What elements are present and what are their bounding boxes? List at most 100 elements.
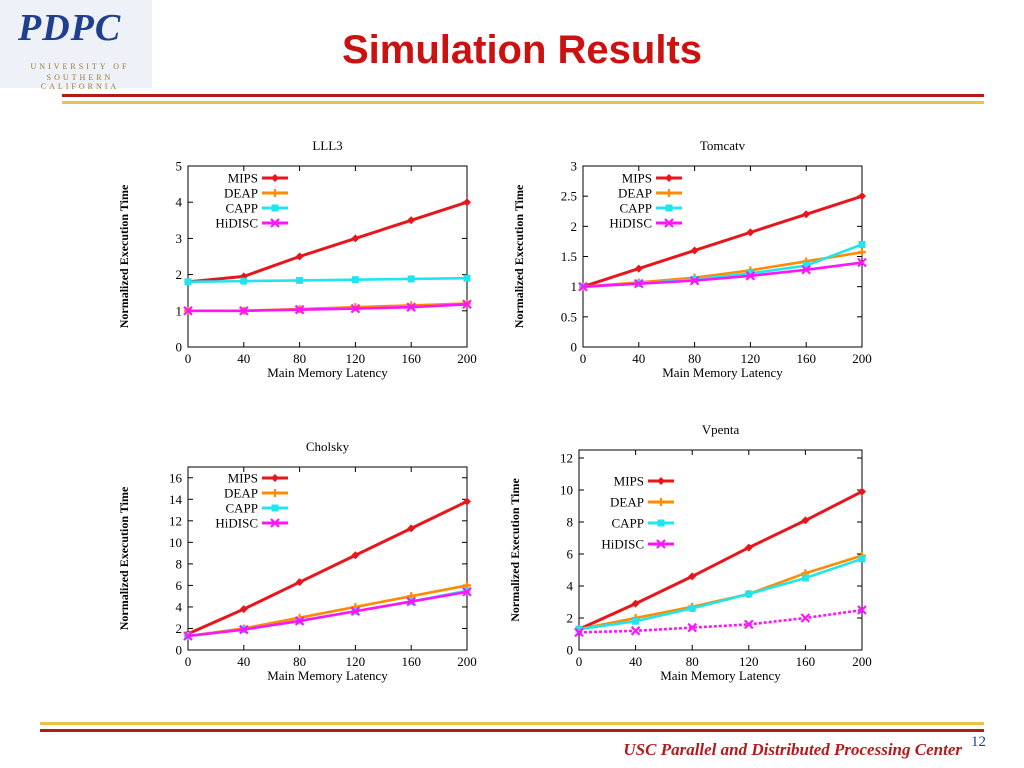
y-tick-label: 14 bbox=[169, 492, 183, 507]
series-line-hidisc bbox=[188, 302, 468, 313]
y-tick-label: 12 bbox=[560, 451, 573, 466]
series-line-deap bbox=[582, 250, 863, 288]
data-point-hidisc bbox=[350, 606, 361, 617]
data-point-capp bbox=[184, 278, 192, 286]
x-tick-label: 40 bbox=[632, 351, 645, 366]
data-point-mips bbox=[688, 572, 697, 581]
data-point-hidisc bbox=[744, 619, 754, 630]
data-point-hidisc bbox=[574, 627, 584, 638]
y-tick-label: 3 bbox=[571, 159, 578, 174]
legend-marker-capp bbox=[271, 204, 279, 212]
x-tick-label: 120 bbox=[346, 351, 366, 366]
legend-marker-hidisc bbox=[270, 218, 280, 228]
data-point-capp bbox=[632, 617, 640, 625]
data-point-capp bbox=[240, 277, 248, 285]
data-point-hidisc bbox=[634, 278, 644, 289]
x-tick-label: 80 bbox=[293, 654, 306, 669]
legend-label-capp: CAPP bbox=[611, 516, 644, 531]
data-point-deap bbox=[858, 248, 866, 257]
data-point-hidisc bbox=[630, 626, 641, 636]
data-point-capp bbox=[351, 276, 359, 284]
y-tick-label: 8 bbox=[567, 515, 574, 530]
x-tick-label: 160 bbox=[796, 351, 816, 366]
data-point-capp bbox=[801, 574, 809, 582]
data-point-hidisc bbox=[689, 275, 700, 286]
data-point-hidisc bbox=[239, 624, 249, 635]
slide-title: Simulation Results bbox=[341, 28, 703, 72]
legend-label-mips: MIPS bbox=[228, 471, 258, 486]
data-point-hidisc bbox=[183, 631, 193, 641]
legend-marker-mips bbox=[665, 174, 673, 182]
data-point-hidisc bbox=[745, 271, 756, 281]
data-point-mips bbox=[463, 497, 471, 506]
data-point-mips bbox=[631, 599, 640, 608]
chart-title: Vpenta bbox=[702, 422, 740, 437]
x-tick-label: 200 bbox=[852, 654, 872, 669]
data-point-mips bbox=[295, 578, 304, 587]
x-axis-label: Main Memory Latency bbox=[267, 365, 388, 380]
x-axis-label: Main Memory Latency bbox=[267, 668, 388, 683]
data-point-hidisc bbox=[239, 306, 249, 316]
x-tick-label: 80 bbox=[686, 654, 699, 669]
plot-frame bbox=[187, 165, 468, 348]
y-tick-label: 0 bbox=[571, 340, 578, 355]
legend-marker-deap bbox=[271, 489, 279, 497]
data-point-capp bbox=[463, 274, 471, 282]
chart-title: Cholsky bbox=[306, 439, 350, 454]
pdpc-logo: PDPC UNIVERSITY OF SOUTHERN CALIFORNIA bbox=[0, 0, 152, 91]
plot-frame bbox=[578, 449, 863, 651]
data-point-mips bbox=[744, 543, 753, 552]
data-point-mips bbox=[634, 264, 643, 273]
data-point-hidisc bbox=[350, 303, 361, 314]
y-tick-label: 2 bbox=[571, 219, 578, 234]
data-point-mips bbox=[407, 216, 416, 225]
series-line-mips bbox=[582, 194, 863, 289]
y-tick-label: 2.5 bbox=[561, 189, 577, 204]
y-tick-label: 0 bbox=[176, 340, 183, 355]
y-tick-label: 8 bbox=[176, 556, 183, 571]
plot-frame bbox=[187, 466, 468, 651]
x-tick-label: 80 bbox=[293, 351, 306, 366]
data-point-capp bbox=[858, 555, 866, 563]
legend-marker-deap bbox=[657, 498, 665, 506]
y-tick-label: 4 bbox=[567, 579, 574, 594]
chart-title: LLL3 bbox=[312, 138, 342, 153]
data-point-capp bbox=[688, 604, 696, 612]
data-point-capp bbox=[407, 275, 415, 283]
legend-marker-hidisc bbox=[664, 218, 674, 228]
legend-marker-capp bbox=[657, 519, 665, 527]
data-point-hidisc bbox=[857, 257, 867, 268]
data-point-hidisc bbox=[578, 281, 588, 292]
chart-title: Tomcatv bbox=[700, 138, 746, 153]
x-tick-label: 120 bbox=[739, 654, 759, 669]
x-tick-label: 40 bbox=[629, 654, 642, 669]
data-point-mips bbox=[351, 551, 360, 560]
legend-label-mips: MIPS bbox=[228, 171, 258, 186]
y-tick-label: 6 bbox=[567, 547, 574, 562]
header-divider-red bbox=[62, 94, 984, 97]
y-tick-label: 4 bbox=[176, 599, 183, 614]
x-tick-label: 120 bbox=[741, 351, 761, 366]
data-point-hidisc bbox=[406, 302, 416, 312]
x-tick-label: 160 bbox=[401, 351, 421, 366]
y-axis-label: Normalized Execution Time bbox=[512, 184, 526, 328]
footer-divider-gold bbox=[40, 722, 984, 725]
legend-label-deap: DEAP bbox=[224, 186, 258, 201]
data-point-mips bbox=[802, 210, 811, 219]
legend-label-mips: MIPS bbox=[622, 171, 652, 186]
x-tick-label: 200 bbox=[457, 654, 477, 669]
legend-label-hidisc: HiDISC bbox=[215, 216, 258, 231]
data-point-mips bbox=[295, 252, 304, 261]
data-point-hidisc bbox=[800, 613, 811, 623]
legend-label-hidisc: HiDISC bbox=[601, 537, 644, 552]
data-point-mips bbox=[690, 246, 699, 255]
legend-label-deap: DEAP bbox=[610, 495, 644, 510]
legend-label-capp: CAPP bbox=[619, 201, 652, 216]
x-axis-label: Main Memory Latency bbox=[660, 668, 781, 683]
chart-tomcatv: Tomcatv 0 0.5 1 1.5 2 2.5 3 0 40 80 120 160 200 Main M… bbox=[512, 138, 872, 380]
y-tick-label: 1.5 bbox=[561, 249, 577, 264]
data-point-capp bbox=[745, 590, 753, 598]
x-axis-label: Main Memory Latency bbox=[662, 365, 783, 380]
series-line-hidisc bbox=[187, 590, 468, 638]
legend-label-capp: CAPP bbox=[225, 501, 258, 516]
